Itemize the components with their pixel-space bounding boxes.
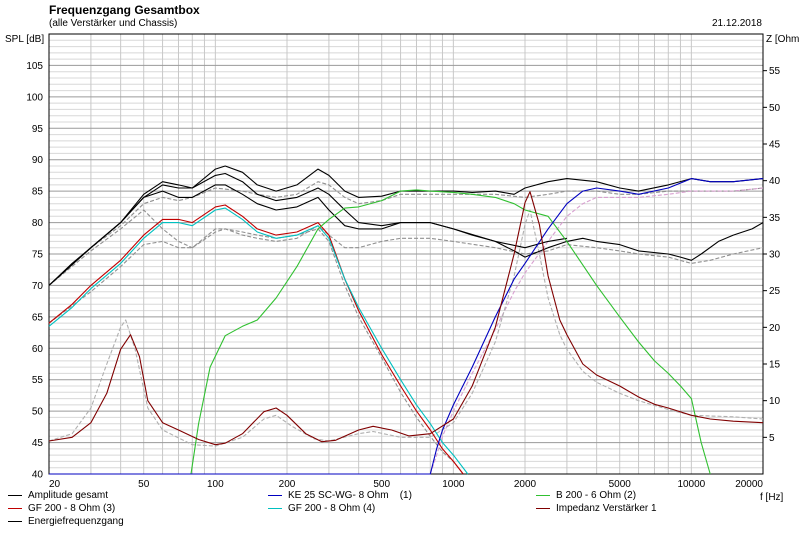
y2-tick-label: 35: [769, 213, 781, 224]
y-tick-label: 45: [32, 438, 44, 449]
x-tick-label: 100: [207, 479, 224, 490]
y-tick-label: 105: [26, 61, 43, 72]
series-line: [48, 207, 469, 475]
series-line: [48, 209, 764, 447]
x-tick-label: 200: [279, 479, 296, 490]
y-tick-label: 85: [32, 187, 44, 198]
y-tick-label: 100: [26, 92, 43, 103]
y-tick-label: 50: [32, 407, 44, 418]
x-tick-label: 10000: [677, 479, 705, 490]
y-tick-label: 65: [32, 312, 44, 323]
x-tick-label: 50: [138, 479, 150, 490]
chart-date: 21.12.2018: [711, 18, 762, 29]
series-line: [48, 204, 464, 475]
y-axis-label: SPL [dB]: [5, 34, 45, 45]
y2-tick-label: 50: [769, 103, 781, 114]
y2-tick-label: 15: [769, 360, 781, 371]
chart-subtitle: (alle Verstärker und Chassis): [49, 18, 178, 29]
y2-tick-label: 20: [769, 323, 781, 334]
y2-tick-label: 25: [769, 286, 781, 297]
y2-tick-label: 5: [769, 433, 775, 444]
y2-axis-label: Z [Ohm: [766, 34, 800, 45]
x-tick-label: 1000: [442, 479, 465, 490]
x-tick-label: 2000: [514, 479, 537, 490]
x-axis-label: f [Hz]: [760, 492, 784, 503]
chart-title: Frequenzgang Gesamtbox: [49, 3, 200, 17]
series-line: [48, 184, 567, 286]
series-line: [190, 189, 711, 475]
y-tick-label: 70: [32, 281, 44, 292]
y2-tick-label: 40: [769, 176, 781, 187]
series-line: [48, 191, 764, 446]
series-line: [48, 165, 764, 286]
y2-tick-label: 30: [769, 250, 781, 261]
y2-tick-label: 45: [769, 140, 781, 151]
y-tick-label: 80: [32, 218, 44, 229]
x-tick-label: 20: [49, 479, 61, 490]
y2-tick-label: 55: [769, 66, 781, 77]
y-tick-label: 95: [32, 124, 44, 135]
x-tick-label: 500: [373, 479, 390, 490]
y-tick-label: 40: [32, 470, 44, 481]
y-tick-label: 90: [32, 155, 44, 166]
y-tick-label: 60: [32, 344, 44, 355]
y2-tick-label: 10: [769, 396, 781, 407]
y-tick-label: 55: [32, 375, 44, 386]
x-tick-label: 5000: [609, 479, 632, 490]
x-tick-label: 20000: [735, 479, 763, 490]
y-tick-label: 75: [32, 250, 44, 261]
series-line: [49, 178, 764, 475]
series-line: [48, 209, 764, 286]
